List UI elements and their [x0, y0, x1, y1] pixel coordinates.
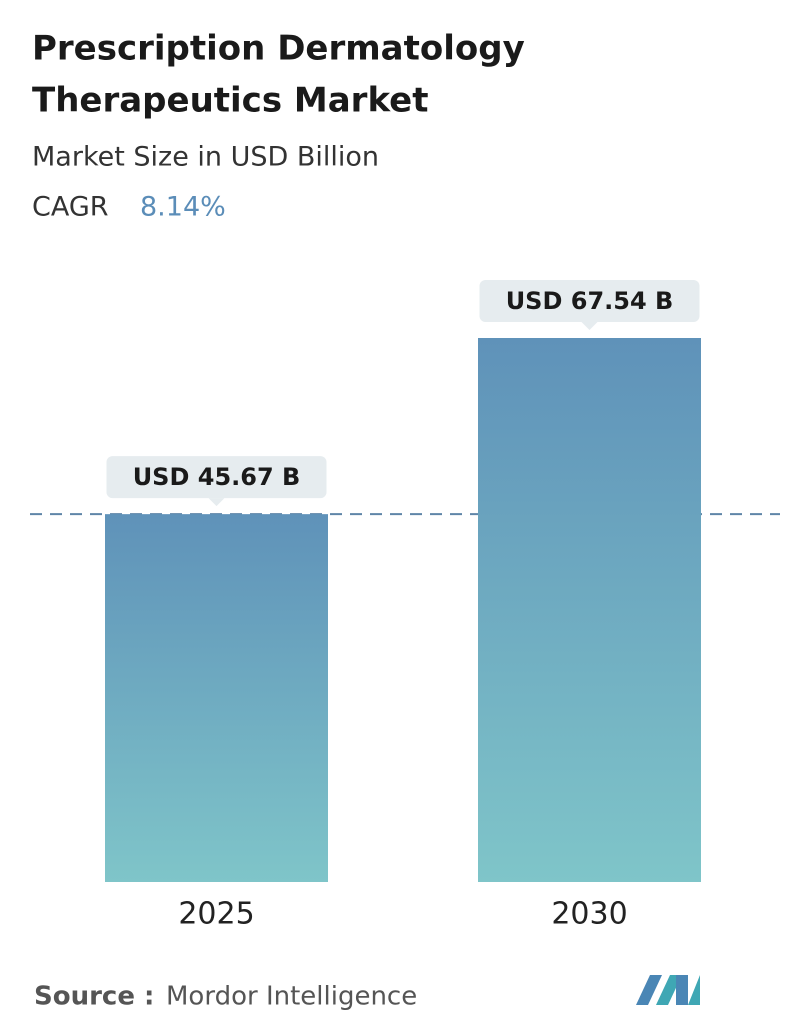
- value-label: USD 67.54 B: [506, 287, 674, 315]
- logo: [636, 975, 700, 1005]
- chart-title: Prescription Dermatology: [32, 29, 525, 69]
- value-label: USD 45.67 B: [133, 463, 301, 491]
- value-label-box: [106, 456, 327, 499]
- source: Mordor Intelligence: [166, 982, 417, 1012]
- cagr-value: 8.14%: [140, 192, 226, 223]
- chart-subtitle: Market Size in USD Billion: [32, 142, 379, 173]
- bar: [478, 338, 701, 882]
- chart-title: Therapeutics Market: [32, 81, 428, 121]
- plot-area: USD 45.67 B 2025 USD 67.54 B 2030: [30, 280, 780, 932]
- x-tick-label: 2025: [178, 897, 254, 932]
- value-label-pointer: [208, 498, 225, 507]
- bar: [105, 514, 328, 882]
- value-label-pointer: [581, 322, 598, 330]
- source-label: Source :: [34, 982, 154, 1012]
- x-tick-label: 2030: [551, 897, 627, 932]
- cagr-label: CAGR: [32, 192, 109, 223]
- value-label-box: [479, 280, 700, 322]
